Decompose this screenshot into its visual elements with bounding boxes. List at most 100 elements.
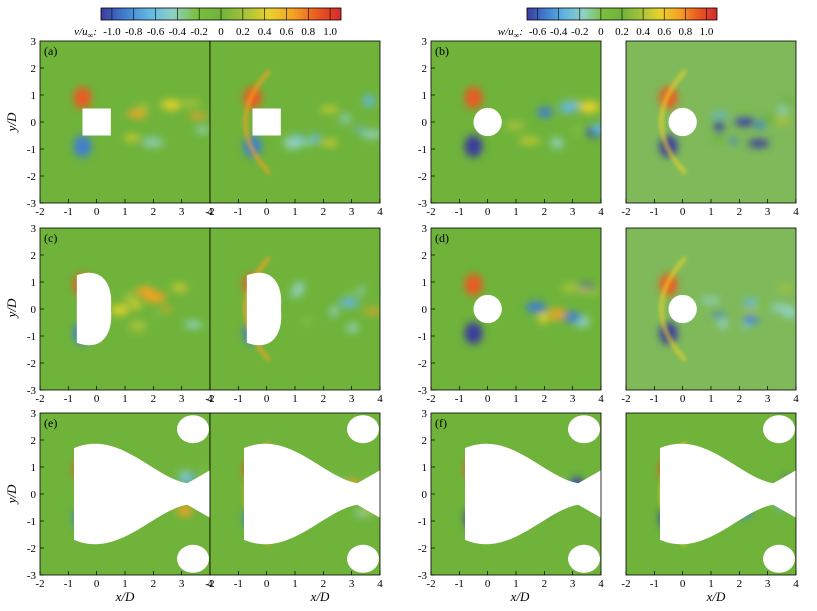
wake-blob (330, 306, 339, 316)
wake-blob (556, 509, 575, 515)
wake-blob (316, 321, 335, 328)
colorbar-ref: u (508, 26, 514, 38)
circular-cylinder (473, 107, 502, 137)
circular-cylinder (668, 107, 697, 137)
colorbar-tick-label: -0.2 (190, 26, 207, 38)
wake-blob (184, 321, 203, 329)
colorbar-1: -1.0 -0.8 -0.6 -0.4 -0.2 0 0.2 0.4 0.6 0.8 1.0 v/u∞… (74, 7, 342, 40)
x-tick-label: 3 (765, 206, 771, 218)
x-tick-label: 2 (151, 393, 157, 405)
wake-blob (363, 309, 380, 314)
x-tick-label: -1 (650, 393, 659, 405)
y-tick-label: -1 (418, 516, 427, 528)
y-tick-label: 0 (422, 489, 428, 501)
x-tick-label: 2 (737, 206, 743, 218)
x-tick-label: 4 (793, 393, 799, 405)
y-tick-label: -3 (418, 385, 428, 397)
wake-blob (188, 113, 208, 119)
y-axis-var: y (4, 311, 19, 319)
y-tick-label: 3 (31, 223, 37, 235)
colorbar-tick-label: 0.6 (657, 26, 671, 38)
x-tick-label: 1 (708, 393, 714, 405)
colorbar-tick-label: 0.8 (678, 26, 692, 38)
square-cylinder (252, 480, 281, 508)
x-axis-unit: D (124, 589, 135, 604)
wake-blob (176, 505, 193, 516)
wake-blob (543, 321, 562, 327)
field-background (626, 228, 796, 390)
x-axis-var: x (510, 589, 517, 604)
y-tick-label: 0 (31, 117, 37, 129)
circular-cylinder (473, 294, 502, 324)
wake-blob (363, 130, 380, 136)
wake-blob (347, 323, 359, 333)
wake-blob (714, 121, 724, 133)
panel-12: -2 -1 0 1 2 3 4 (621, 412, 799, 590)
cavity-bubble (177, 415, 209, 444)
wake-blob (141, 138, 164, 147)
x-tick-label: 2 (321, 206, 327, 218)
colorbar-label: w/u∞: (498, 26, 523, 40)
wake-blob (122, 293, 138, 305)
wake-blob (565, 311, 582, 323)
y-tick-label: 2 (31, 63, 37, 75)
y-tick-label: -1 (418, 144, 427, 156)
x-tick-label: 0 (485, 393, 491, 405)
y-tick-label: -1 (27, 331, 36, 343)
x-tick-label: 0 (94, 393, 100, 405)
x-tick-label: 1 (122, 206, 128, 218)
y-tick-label: 2 (422, 63, 428, 75)
y-tick-label: -3 (27, 570, 37, 582)
x-tick-label: 4 (377, 206, 383, 218)
x-tick-label: 1 (513, 206, 519, 218)
field-background (210, 228, 380, 390)
y-axis-unit: D (4, 298, 19, 309)
x-tick-label: -1 (650, 206, 659, 218)
colorbar-tick-label: -1.0 (103, 26, 121, 38)
x-tick-label: -2 (426, 578, 435, 590)
wake-blob (328, 123, 349, 133)
x-tick-label: 0 (264, 393, 270, 405)
wake-blob (559, 283, 582, 293)
colorbar-ref: u (82, 26, 88, 38)
y-tick-label: -3 (418, 198, 428, 210)
wake-blob (179, 470, 190, 479)
x-tick-label: 2 (321, 578, 327, 590)
wake-blob (180, 99, 200, 108)
x-tick-label: -1 (234, 206, 243, 218)
wake-blob (711, 134, 728, 143)
y-axis-slash: / (4, 121, 19, 127)
wake-blob (550, 137, 564, 149)
wake-blob (127, 110, 147, 118)
y-tick-label: 3 (422, 36, 428, 48)
x-tick-label: 4 (598, 393, 604, 405)
wake-blob (145, 100, 166, 110)
y-axis-unit: D (4, 112, 19, 123)
x-axis-unit: D (319, 589, 330, 604)
circular-cylinder (668, 479, 697, 509)
wake-blob (780, 97, 796, 104)
x-tick-label: 4 (598, 206, 604, 218)
x-tick-label: 3 (179, 393, 185, 405)
y-tick-label: -3 (418, 570, 428, 582)
x-tick-label: 2 (542, 578, 548, 590)
square-cylinder (82, 295, 111, 323)
x-axis-var: x (115, 589, 122, 604)
x-tick-label: 4 (793, 206, 799, 218)
y-tick-label: -2 (27, 171, 36, 183)
colorbar-tick-label: -0.4 (169, 26, 187, 38)
square-cylinder (82, 480, 111, 508)
panel-label: (a) (44, 44, 57, 58)
colorbar-sub: ∞ (514, 31, 520, 40)
wake-blob (537, 313, 549, 323)
y-axis-title: y/D (4, 484, 19, 505)
x-tick-label: -2 (426, 393, 435, 405)
wake-blob (320, 140, 338, 146)
circular-cylinder (473, 479, 502, 509)
wake-blob (161, 306, 172, 312)
y-tick-label: -3 (27, 385, 37, 397)
colorbar-var: w (498, 26, 506, 38)
colorbar-tick-label: 1.0 (323, 26, 337, 38)
